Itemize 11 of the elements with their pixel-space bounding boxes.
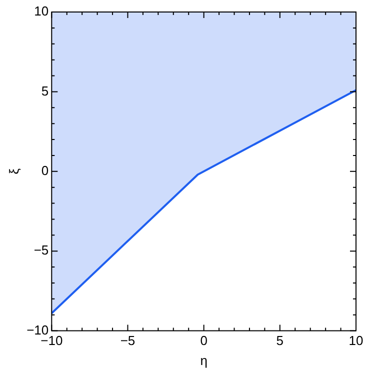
x-tick-label: 5 bbox=[276, 333, 284, 348]
x-tick-label: 10 bbox=[348, 333, 364, 348]
x-tick-label: −5 bbox=[120, 333, 136, 348]
y-tick-label: −10 bbox=[26, 322, 49, 338]
y-axis-title: ξ bbox=[6, 168, 22, 174]
y-tick-label: 5 bbox=[41, 83, 49, 98]
y-tick-label: 0 bbox=[41, 162, 49, 178]
x-tick-label: 0 bbox=[200, 333, 208, 348]
y-tick-label: 10 bbox=[34, 4, 49, 19]
y-tick-label: −5 bbox=[34, 242, 49, 258]
x-axis-title: η bbox=[200, 352, 208, 368]
